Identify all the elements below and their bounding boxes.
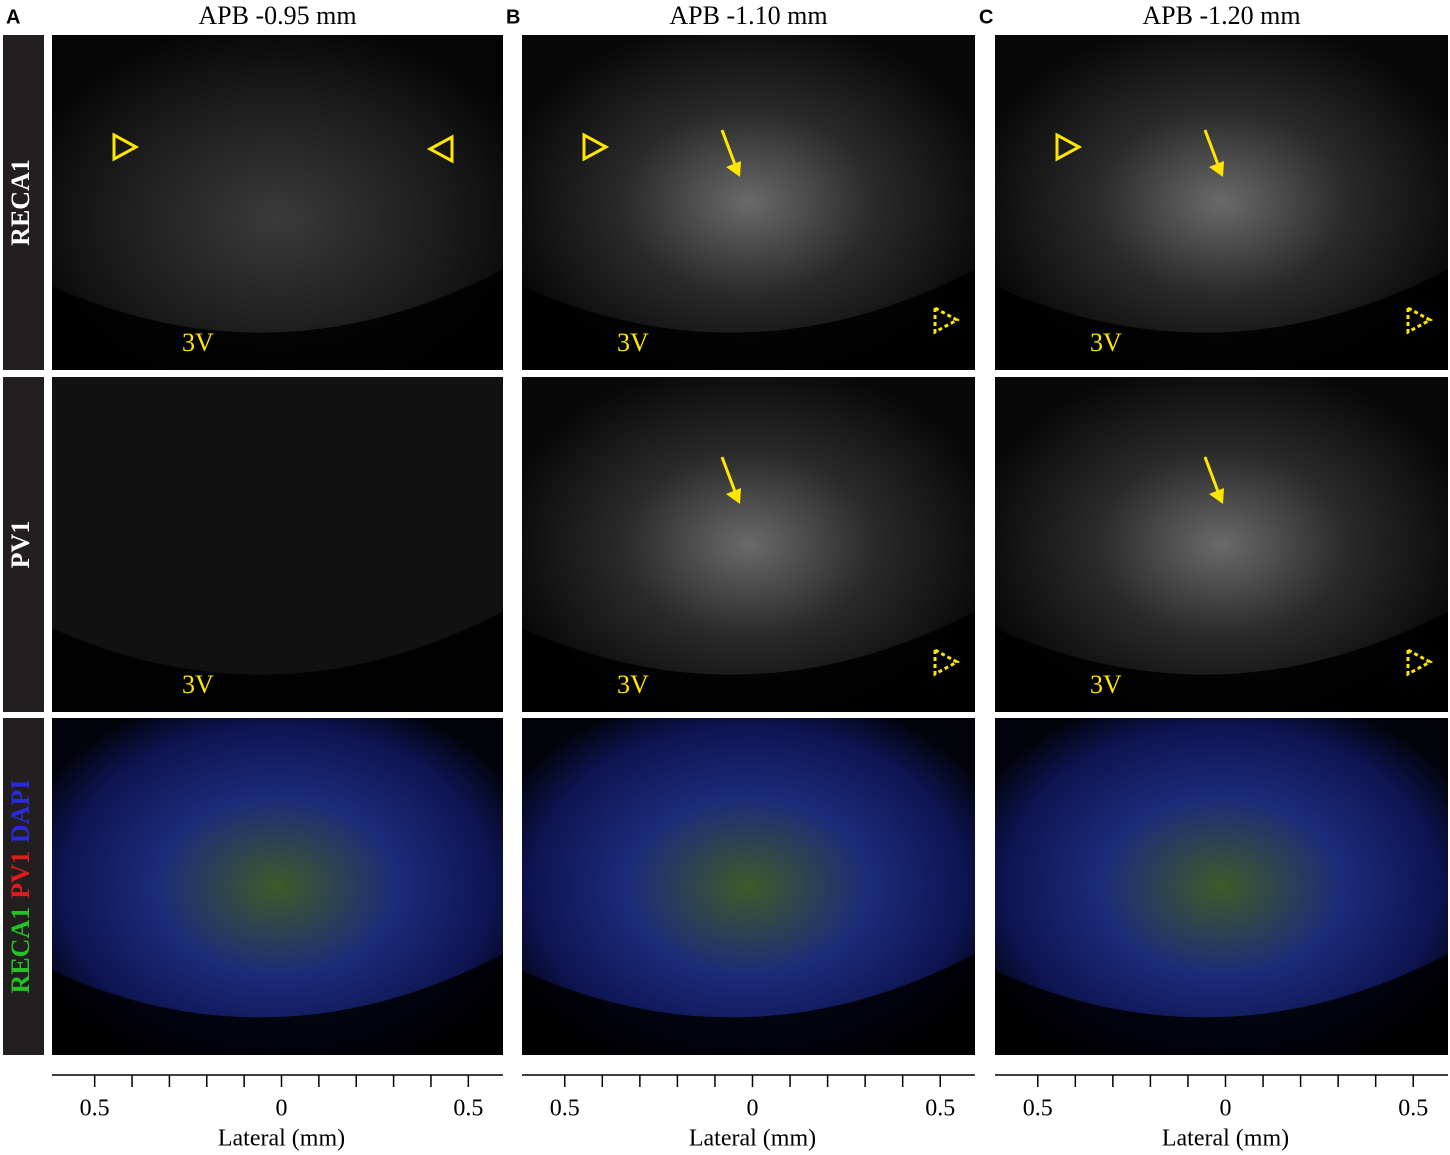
row-label-bar [3,377,44,712]
row-label-part: RECA1 [6,907,35,994]
axis-tick-label: 0 [276,1096,288,1122]
arrow-shaft [1203,129,1222,171]
axis-label: Lateral (mm) [689,1126,816,1152]
row-label: RECA1 [6,159,35,246]
arrowhead-marker [1055,132,1083,162]
axis-tick-label: 0 [1220,1096,1232,1122]
panel-title: APB -1.20 mm [1142,1,1300,30]
arrowhead-marker [582,132,610,162]
dashed-marker [933,305,961,335]
ventricle-label: 3V [182,670,214,699]
tissue-edge [995,953,1448,1055]
axis-tick-label: 0.5 [1023,1096,1053,1122]
arrow-head [1209,161,1224,177]
axis-tick-label: 0.5 [80,1096,110,1122]
arrow-shaft [1203,456,1222,498]
arrow-shaft [720,456,739,498]
tissue-edge [52,269,503,370]
axis-tick-label: 0.5 [550,1096,580,1122]
axis-label: Lateral (mm) [218,1126,345,1152]
axis-tick-label: 0.5 [1398,1096,1428,1122]
ventricle-label: 3V [617,328,649,357]
tissue-edge [52,611,503,712]
arrow-head [1209,488,1224,504]
axis-label: Lateral (mm) [1162,1126,1289,1152]
tissue-edge [522,611,975,712]
tissue-edge [995,611,1448,712]
panel-title: APB -1.10 mm [669,1,827,30]
arrowhead-marker [112,132,140,162]
dashed-marker [1406,305,1434,335]
tissue-edge [522,953,975,1055]
row-label-part: PV1 [6,851,35,899]
arrow-head [726,488,741,504]
row-label-bar [3,35,44,370]
panel-letter: C [979,6,993,28]
tissue-edge [52,953,503,1055]
arrow-head [726,161,741,177]
axis-tick-label: 0 [747,1096,759,1122]
ventricle-label: 3V [617,670,649,699]
ventricle-label: 3V [182,328,214,357]
panel-letter: A [6,6,20,28]
axis-tick-label: 0.5 [925,1096,955,1122]
panel-letter: B [506,6,520,28]
dashed-marker [1406,647,1434,677]
row-label-part: DAPI [6,780,35,844]
arrowhead-marker [426,134,454,164]
arrow-shaft [720,129,739,171]
row-label-bar [3,718,44,1055]
panel-title: APB -0.95 mm [198,1,356,30]
tissue-edge [995,269,1448,370]
row-label: RECA1 PV1 DAPI [6,780,35,994]
ventricle-label: 3V [1090,328,1122,357]
row-label: PV1 [6,521,35,569]
tissue-edge [522,269,975,370]
ventricle-label: 3V [1090,670,1122,699]
dashed-marker [933,647,961,677]
axis-tick-label: 0.5 [453,1096,483,1122]
